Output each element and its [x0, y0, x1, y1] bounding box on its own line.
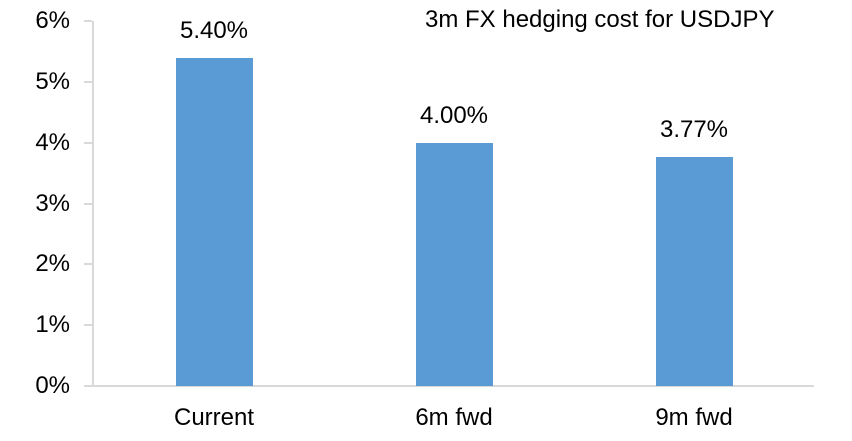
bar	[175, 57, 253, 386]
y-tick-label: 5%	[35, 67, 70, 95]
y-tick-mark	[84, 20, 92, 22]
y-tick-mark	[84, 202, 92, 205]
x-category-label: 9m fwd	[655, 404, 733, 431]
x-category-label: 6m fwd	[415, 404, 493, 431]
y-tick-mark	[84, 80, 92, 83]
y-tick-label: 2%	[35, 250, 70, 278]
y-tick-mark	[84, 385, 92, 387]
x-axis-line	[92, 385, 814, 387]
bar-value-label: 3.77%	[659, 115, 729, 143]
chart-title: 3m FX hedging cost for USDJPY	[425, 6, 775, 33]
y-tick-label: 3%	[35, 189, 70, 217]
y-axis-line	[92, 21, 94, 387]
y-tick-mark	[84, 324, 92, 327]
x-category-label: Current	[173, 404, 255, 431]
bar-value-label: 4.00%	[419, 101, 489, 129]
y-tick-mark	[84, 263, 92, 266]
y-tick-mark	[84, 141, 92, 144]
y-tick-label: 0%	[35, 372, 70, 399]
bar	[655, 156, 733, 386]
y-tick-label: 1%	[35, 311, 70, 339]
y-tick-label: 4%	[35, 128, 70, 156]
y-tick-label: 6%	[35, 7, 70, 34]
bar-value-label: 5.40%	[179, 16, 249, 44]
bar	[415, 142, 493, 386]
